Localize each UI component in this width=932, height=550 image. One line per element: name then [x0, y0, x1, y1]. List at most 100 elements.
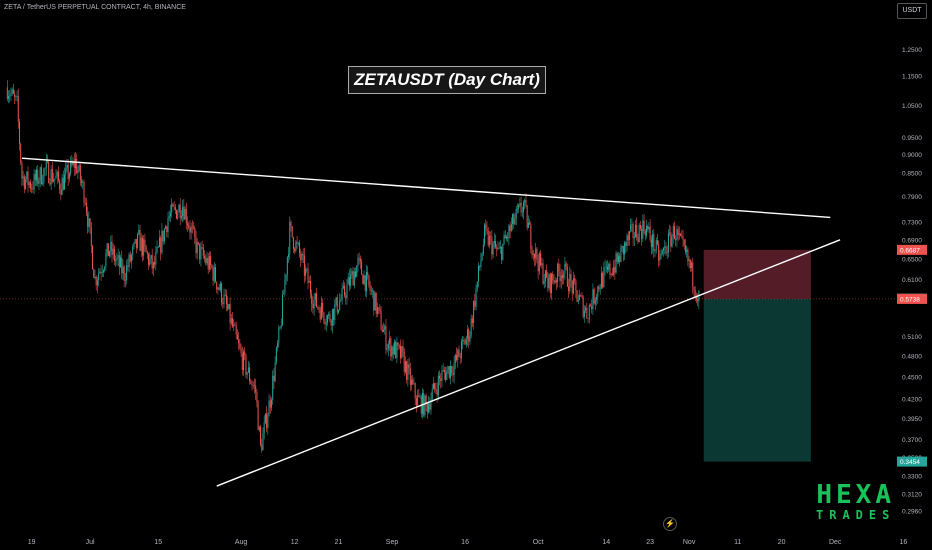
candle-body — [169, 212, 171, 217]
candle-body — [39, 167, 41, 181]
candle-body — [324, 320, 326, 325]
candle-body — [385, 326, 387, 350]
candle-body — [516, 208, 518, 210]
candle-body — [82, 182, 84, 183]
trendlines — [21, 157, 841, 487]
candle-body — [652, 233, 654, 247]
candle-body — [571, 281, 573, 294]
candle-body — [344, 285, 346, 296]
candle-body — [628, 231, 630, 241]
candle-body — [576, 290, 578, 302]
candle-body — [8, 96, 10, 99]
candle-body — [401, 346, 403, 359]
candle-body — [372, 290, 374, 292]
candle-body — [262, 433, 264, 451]
candle-body — [596, 296, 598, 300]
candle-body — [542, 263, 544, 284]
candle-body — [299, 243, 301, 254]
candle-body — [608, 263, 610, 270]
candle-body — [235, 325, 237, 335]
candle-body — [552, 273, 554, 281]
time-tick-label: 14 — [602, 539, 610, 546]
candle-body — [663, 248, 665, 251]
candle-body — [492, 243, 494, 255]
time-tick-label: Aug — [235, 539, 248, 546]
candle-body — [214, 266, 216, 282]
candle-body — [70, 160, 72, 174]
candle-body — [356, 265, 358, 278]
candle-body — [694, 290, 696, 298]
candle-body — [308, 281, 310, 283]
time-tick-label: 11 — [734, 539, 741, 546]
candle-body — [437, 375, 439, 396]
candle-body — [413, 383, 415, 384]
candle-body — [16, 95, 18, 97]
candle-body — [465, 338, 467, 345]
candle-body — [626, 235, 628, 247]
support-trendline[interactable] — [216, 239, 841, 487]
candle-body — [229, 304, 231, 324]
candle-body — [95, 276, 97, 286]
candle-body — [90, 227, 92, 246]
candle-body — [247, 367, 249, 373]
tradingview-logo-icon[interactable]: ⚡ — [663, 517, 677, 531]
candle-body — [317, 307, 319, 308]
price-axis[interactable]: 1.2500 1.1500 1.0500 0.9500 0.9000 0.8500 0.79… — [895, 0, 932, 550]
candle-body — [407, 364, 409, 380]
candle-body — [597, 286, 599, 297]
candle-body — [537, 260, 539, 272]
candle-body — [557, 263, 559, 283]
candle-body — [322, 303, 324, 313]
candle-body — [243, 351, 244, 370]
candle-body — [468, 329, 470, 342]
candle-body — [166, 226, 168, 233]
candle-body — [302, 254, 304, 256]
candle-body — [190, 226, 192, 233]
candle-body — [126, 265, 128, 281]
candle-body — [223, 294, 225, 305]
take-profit-zone[interactable] — [703, 298, 811, 462]
candle-body — [419, 396, 421, 398]
candle-body — [654, 250, 656, 252]
candle-body — [687, 249, 689, 261]
candle-body — [300, 253, 302, 261]
candle-body — [403, 351, 405, 373]
price-axis-background — [895, 0, 932, 550]
candle-body — [118, 255, 120, 268]
candle-body — [386, 348, 388, 350]
resistance-trendline[interactable] — [21, 157, 831, 219]
candle-body — [173, 206, 175, 208]
candle-body — [692, 262, 694, 287]
candle-body — [395, 342, 397, 359]
candle-body — [661, 250, 663, 254]
candle-body — [426, 403, 428, 412]
candle-body — [622, 245, 624, 255]
candle-body — [558, 263, 560, 272]
time-axis[interactable]: 19 Jul 15 Aug 12 21 Sep 16 Oct 14 23 Nov 11 20 Dec 16 — [28, 539, 908, 546]
candle-body — [581, 295, 583, 297]
candle-body — [638, 225, 640, 243]
candle-body — [154, 262, 156, 265]
currency-unit-button[interactable]: USDT — [897, 3, 927, 19]
candle-body — [144, 239, 146, 246]
candle-body — [369, 284, 371, 291]
candle-body — [271, 399, 273, 408]
candle-body — [40, 167, 42, 184]
candle-body — [499, 246, 501, 249]
price-tick-label: 0.4800 — [902, 354, 922, 361]
candle-body — [184, 208, 186, 220]
candle-body — [186, 223, 188, 226]
candle-body — [342, 285, 344, 289]
candle-body — [205, 258, 207, 264]
candle-body — [611, 273, 613, 275]
candle-body — [305, 268, 307, 276]
candle-body — [658, 244, 660, 261]
candle-body — [228, 304, 230, 310]
candle-body — [26, 171, 28, 180]
candle-body — [429, 403, 431, 410]
candle-body — [588, 304, 590, 319]
candle-body — [183, 206, 185, 220]
candle-body — [488, 236, 490, 246]
candle-body — [162, 230, 164, 242]
candle-body — [79, 164, 81, 181]
